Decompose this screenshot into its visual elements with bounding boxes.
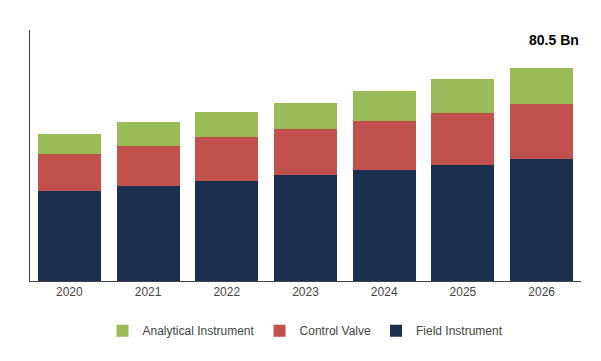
svg-text:Analytical Instrument: Analytical Instrument xyxy=(143,324,255,338)
svg-text:2020: 2020 xyxy=(56,285,83,299)
svg-text:2023: 2023 xyxy=(292,285,319,299)
svg-text:80.5 Bn: 80.5 Bn xyxy=(529,32,579,48)
svg-text:2021: 2021 xyxy=(135,285,162,299)
svg-text:Control Valve: Control Valve xyxy=(300,324,371,338)
svg-text:2026: 2026 xyxy=(528,285,555,299)
svg-text:Field Instrument: Field Instrument xyxy=(416,324,503,338)
svg-text:2022: 2022 xyxy=(213,285,240,299)
svg-text:2024: 2024 xyxy=(371,285,398,299)
svg-text:2025: 2025 xyxy=(450,285,477,299)
